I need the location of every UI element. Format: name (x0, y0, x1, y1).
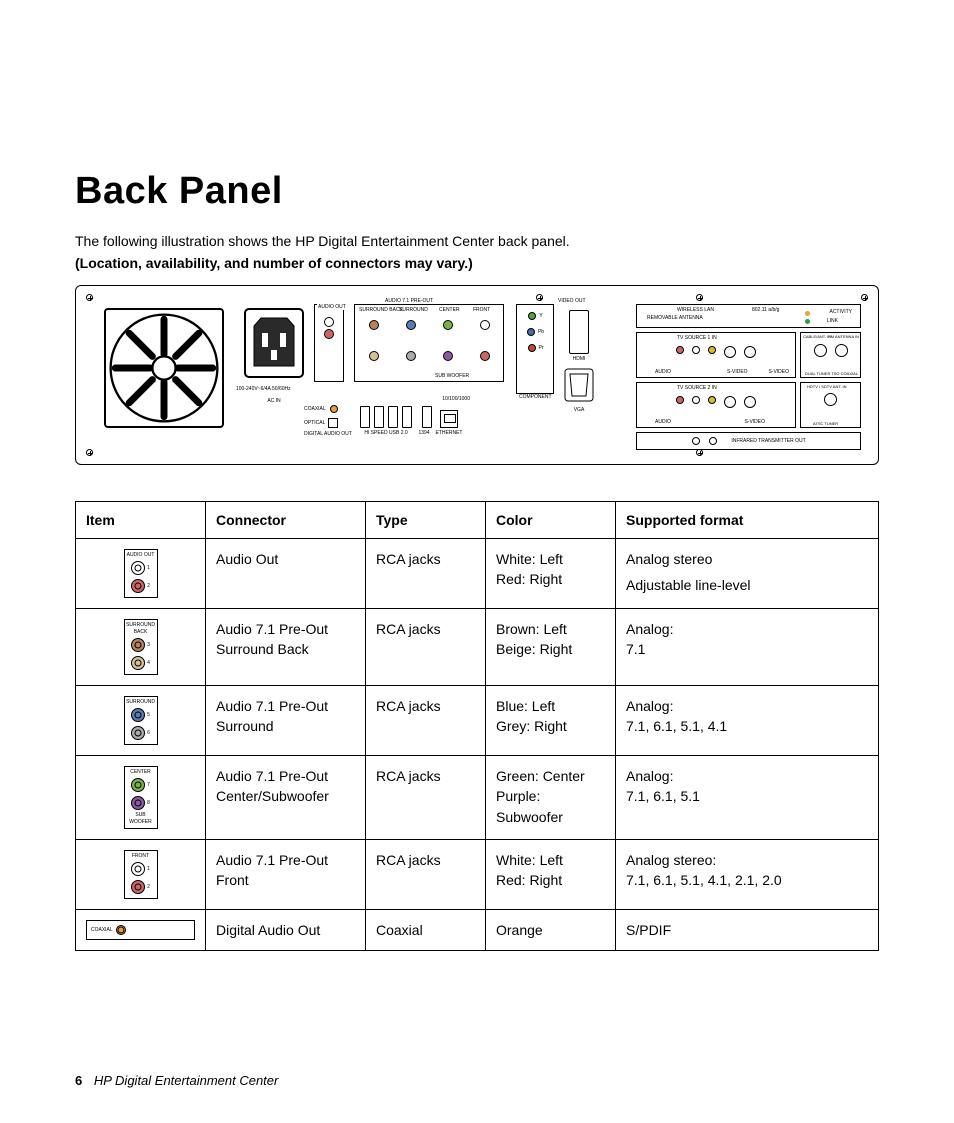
audio-71-preout-group: AUDIO 7.1 PRE-OUT SURROUND BACK SURROUND… (354, 304, 504, 382)
item-cell: SURROUND56 (76, 686, 206, 756)
connector-icon: COAXIAL (86, 920, 195, 940)
type-cell: RCA jacks (366, 609, 486, 686)
connector-cell: Digital Audio Out (206, 910, 366, 951)
cable-ant-fm-group: CABLE/ANT. IN FM ANTENNA IN DUAL TUNER T… (800, 332, 861, 378)
connector-icon: SURROUNDBACK34 (124, 619, 158, 675)
table-row: COAXIAL Digital Audio OutCoaxialOrangeS/P… (76, 910, 879, 951)
page-title: Back Panel (75, 170, 879, 213)
page-number: 6 (75, 1073, 82, 1088)
ac-in-label: AC IN (244, 398, 304, 404)
col-connector: Connector (206, 502, 366, 539)
color-cell: Blue: LeftGrey: Right (486, 686, 616, 756)
ir-out-group: INFRARED TRANSMITTER OUT (636, 432, 861, 450)
table-header-row: Item Connector Type Color Supported form… (76, 502, 879, 539)
page-footer: 6 HP Digital Entertainment Center (75, 1073, 278, 1088)
audio-71-label: AUDIO 7.1 PRE-OUT (385, 298, 433, 304)
intro-text: The following illustration shows the HP … (75, 231, 879, 252)
digital-audio-out-group: COAXIAL OPTICAL DIGITAL AUDIO OUT (304, 404, 352, 437)
color-cell: Orange (486, 910, 616, 951)
col-item: Item (76, 502, 206, 539)
fan-vent-icon (104, 308, 224, 428)
connector-table: Item Connector Type Color Supported form… (75, 501, 879, 951)
item-cell: AUDIO OUT12 (76, 539, 206, 609)
type-cell: RCA jacks (366, 756, 486, 840)
format-cell: S/PDIF (616, 910, 879, 951)
color-cell: Brown: LeftBeige: Right (486, 609, 616, 686)
table-row: FRONT12 Audio 7.1 Pre-Out FrontRCA jacksW… (76, 840, 879, 910)
footer-title: HP Digital Entertainment Center (94, 1073, 279, 1088)
connector-icon: CENTER78SUBWOOFER (124, 766, 158, 829)
type-cell: Coaxial (366, 910, 486, 951)
tv-source-1-group: TV SOURCE 1 IN AUDIO S-VIDEO S-VIDEO (636, 332, 796, 378)
col-format: Supported format (616, 502, 879, 539)
item-cell: CENTER78SUBWOOFER (76, 756, 206, 840)
table-row: SURROUND56 Audio 7.1 Pre-Out SurroundRCA … (76, 686, 879, 756)
connector-cell: Audio 7.1 Pre-Out Front (206, 840, 366, 910)
format-cell: Analog:7.1 (616, 609, 879, 686)
format-cell: Analog:7.1, 6.1, 5.1 (616, 756, 879, 840)
format-cell: Analog:7.1, 6.1, 5.1, 4.1 (616, 686, 879, 756)
type-cell: RCA jacks (366, 840, 486, 910)
tv-source-2-group: TV SOURCE 2 IN AUDIO S-VIDEO (636, 382, 796, 428)
col-color: Color (486, 502, 616, 539)
wireless-lan-group: WIRELESS LAN 802.11 a/b/g REMOVABLE ANTE… (636, 304, 861, 328)
connector-cell: Audio 7.1 Pre-Out Surround (206, 686, 366, 756)
connector-icon: SURROUND56 (124, 696, 158, 745)
audio-out-group: AUDIO OUT (314, 304, 344, 382)
note-text: (Location, availability, and number of c… (75, 255, 879, 271)
item-cell: FRONT12 (76, 840, 206, 910)
item-cell: SURROUNDBACK34 (76, 609, 206, 686)
format-cell: Analog stereo:7.1, 6.1, 5.1, 4.1, 2.1, 2… (616, 840, 879, 910)
type-cell: RCA jacks (366, 686, 486, 756)
usb-1394-eth-group: HI SPEED USB 2.0 1394 ETHERNET 10/100/10… (358, 406, 464, 436)
vga-port-icon (564, 368, 594, 402)
video-out-label: VIDEO OUT (557, 298, 587, 304)
type-cell: RCA jacks (366, 539, 486, 609)
color-cell: White: LeftRed: Right (486, 840, 616, 910)
connector-cell: Audio Out (206, 539, 366, 609)
back-panel-diagram: 100-240V~6/4A 50/60Hz AC IN AUDIO OUT AU… (75, 285, 879, 465)
item-cell: COAXIAL (76, 910, 206, 951)
hdmi-vga-group: HDMI VGA (564, 310, 594, 413)
ac-spec-label: 100-240V~6/4A 50/60Hz (236, 386, 291, 392)
table-row: SURROUNDBACK34 Audio 7.1 Pre-Out Surround… (76, 609, 879, 686)
document-page: Back Panel The following illustration sh… (0, 0, 954, 1123)
table-row: AUDIO OUT12 Audio OutRCA jacksWhite: Left… (76, 539, 879, 609)
component-video-group: VIDEO OUT Y Pb Pr COMPONENT (516, 304, 554, 394)
hdtv-sdtv-group: HDTV / SDTV ANT. IN ATSC TUNER (800, 382, 861, 428)
connector-icon: AUDIO OUT12 (124, 549, 158, 598)
table-row: CENTER78SUBWOOFER Audio 7.1 Pre-Out Cente… (76, 756, 879, 840)
connector-cell: Audio 7.1 Pre-Out Surround Back (206, 609, 366, 686)
audio-out-label: AUDIO OUT (317, 304, 347, 310)
color-cell: Green: CenterPurple: Subwoofer (486, 756, 616, 840)
connector-cell: Audio 7.1 Pre-Out Center/Subwoofer (206, 756, 366, 840)
col-type: Type (366, 502, 486, 539)
ac-power-inlet-icon (244, 308, 304, 378)
color-cell: White: LeftRed: Right (486, 539, 616, 609)
connector-icon: FRONT12 (124, 850, 158, 899)
format-cell: Analog stereoAdjustable line-level (616, 539, 879, 609)
